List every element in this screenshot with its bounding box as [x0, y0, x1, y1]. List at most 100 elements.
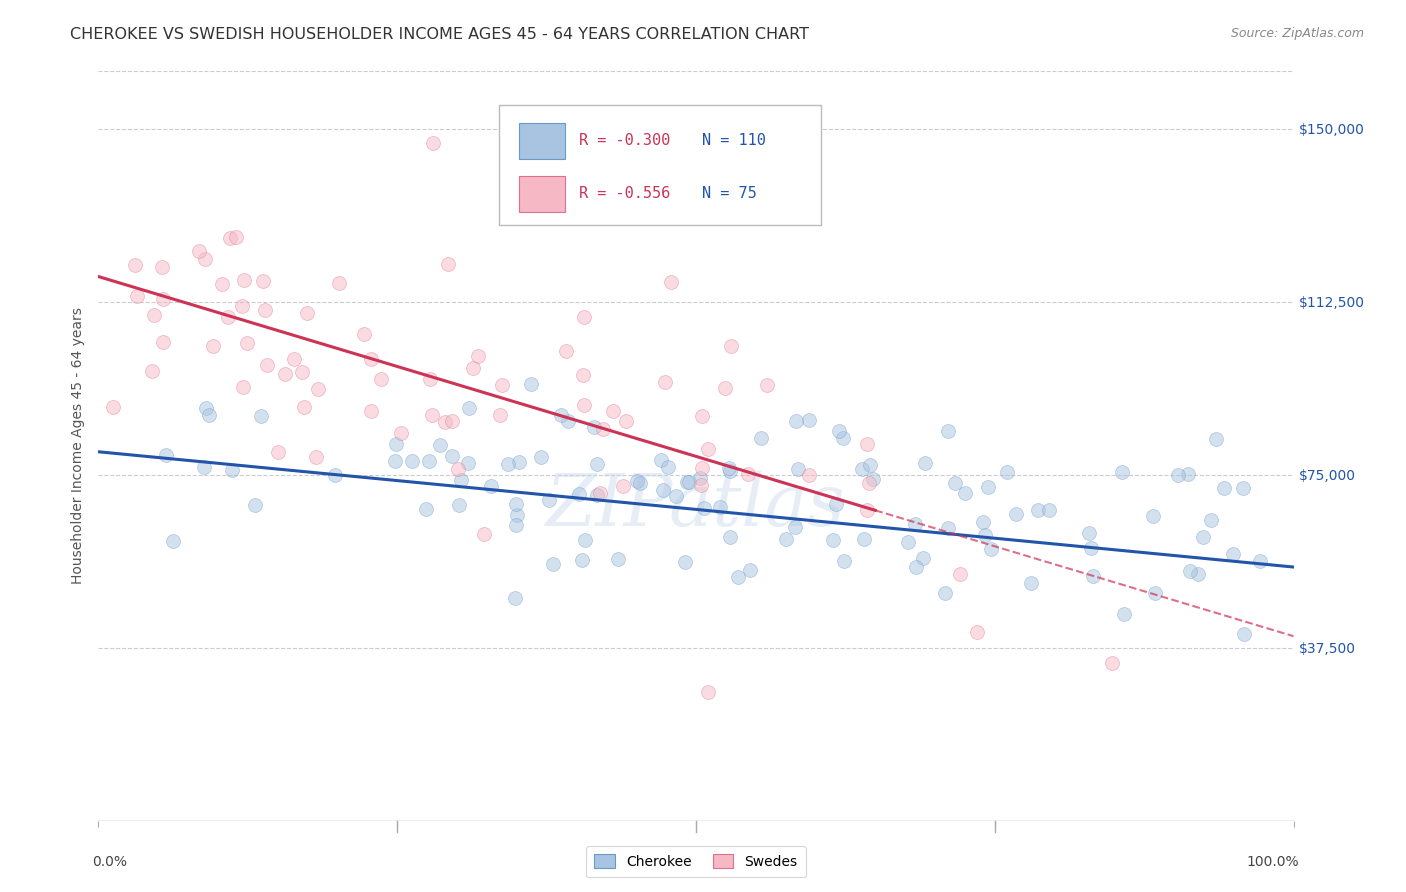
Point: [1249, 554, 1271, 568]
Point: [936, 521, 959, 535]
Point: [657, 460, 679, 475]
Point: [614, 414, 637, 428]
Point: [503, 591, 526, 605]
Point: [422, 136, 444, 150]
Point: [797, 413, 820, 427]
Point: [1213, 481, 1236, 495]
Point: [832, 554, 855, 568]
Point: [914, 456, 936, 470]
Point: [202, 339, 225, 353]
Point: [541, 557, 564, 571]
Point: [1114, 607, 1136, 621]
Point: [650, 453, 672, 467]
Point: [717, 461, 740, 475]
FancyBboxPatch shape: [499, 105, 821, 225]
Point: [420, 408, 443, 422]
Point: [325, 468, 347, 483]
Point: [738, 563, 761, 577]
Point: [689, 470, 711, 484]
Point: [250, 409, 273, 423]
Point: [127, 289, 149, 303]
Point: [1205, 432, 1227, 446]
Y-axis label: Householder Income Ages 45 - 64 years: Householder Income Ages 45 - 64 years: [70, 308, 84, 584]
Text: N = 110: N = 110: [702, 133, 766, 148]
Point: [389, 426, 412, 441]
Point: [401, 453, 423, 467]
Point: [852, 532, 875, 546]
Point: [949, 567, 972, 582]
Point: [1142, 509, 1164, 524]
Point: [973, 528, 995, 542]
Point: [897, 535, 920, 549]
Point: [856, 502, 879, 516]
Point: [572, 398, 595, 412]
Point: [505, 497, 527, 511]
Point: [461, 361, 484, 376]
Point: [586, 488, 609, 502]
Point: [775, 532, 797, 546]
Point: [418, 454, 440, 468]
Point: [737, 467, 759, 482]
Point: [195, 401, 218, 416]
Point: [911, 551, 934, 566]
Point: [253, 302, 276, 317]
Point: [429, 438, 451, 452]
Point: [472, 527, 495, 541]
Point: [447, 498, 470, 512]
Point: [508, 455, 530, 469]
Text: 100.0%: 100.0%: [1247, 855, 1299, 869]
Point: [283, 351, 305, 366]
Point: [450, 473, 472, 487]
Point: [1005, 507, 1028, 521]
Point: [718, 464, 741, 478]
Point: [972, 516, 994, 530]
Point: [124, 258, 146, 272]
Text: N = 75: N = 75: [702, 186, 756, 201]
Point: [187, 244, 209, 258]
Point: [491, 378, 513, 392]
Point: [955, 485, 977, 500]
Point: [1101, 656, 1123, 670]
Point: [1187, 567, 1209, 582]
Point: [862, 472, 884, 486]
Point: [360, 352, 382, 367]
Point: [690, 409, 713, 423]
Point: [821, 533, 844, 548]
Point: [143, 308, 166, 322]
Point: [292, 400, 315, 414]
Point: [225, 230, 247, 244]
Point: [756, 378, 779, 392]
Point: [665, 489, 688, 503]
Point: [440, 449, 463, 463]
Point: [1078, 525, 1101, 540]
Point: [1028, 503, 1050, 517]
Point: [997, 466, 1019, 480]
Text: Source: ZipAtlas.com: Source: ZipAtlas.com: [1230, 27, 1364, 40]
Point: [851, 461, 873, 475]
Point: [783, 520, 806, 534]
Point: [697, 684, 720, 698]
Point: [1232, 481, 1254, 495]
Point: [198, 409, 221, 423]
Point: [1038, 503, 1060, 517]
Point: [709, 500, 731, 515]
Point: [267, 445, 290, 459]
Point: [572, 310, 595, 324]
Point: [568, 486, 591, 500]
Point: [150, 260, 173, 274]
Point: [194, 252, 217, 266]
Point: [720, 339, 742, 353]
Point: [537, 492, 560, 507]
Point: [980, 542, 1002, 557]
Point: [583, 419, 606, 434]
FancyBboxPatch shape: [519, 123, 565, 160]
Point: [673, 555, 696, 569]
Point: [217, 310, 239, 325]
Point: [479, 478, 502, 492]
Point: [193, 460, 215, 475]
Point: [1080, 541, 1102, 555]
Point: [385, 437, 408, 451]
Point: [297, 306, 319, 320]
Text: CHEROKEE VS SWEDISH HOUSEHOLDER INCOME AGES 45 - 64 YEARS CORRELATION CHART: CHEROKEE VS SWEDISH HOUSEHOLDER INCOME A…: [70, 27, 810, 42]
Text: 0.0%: 0.0%: [93, 855, 128, 869]
